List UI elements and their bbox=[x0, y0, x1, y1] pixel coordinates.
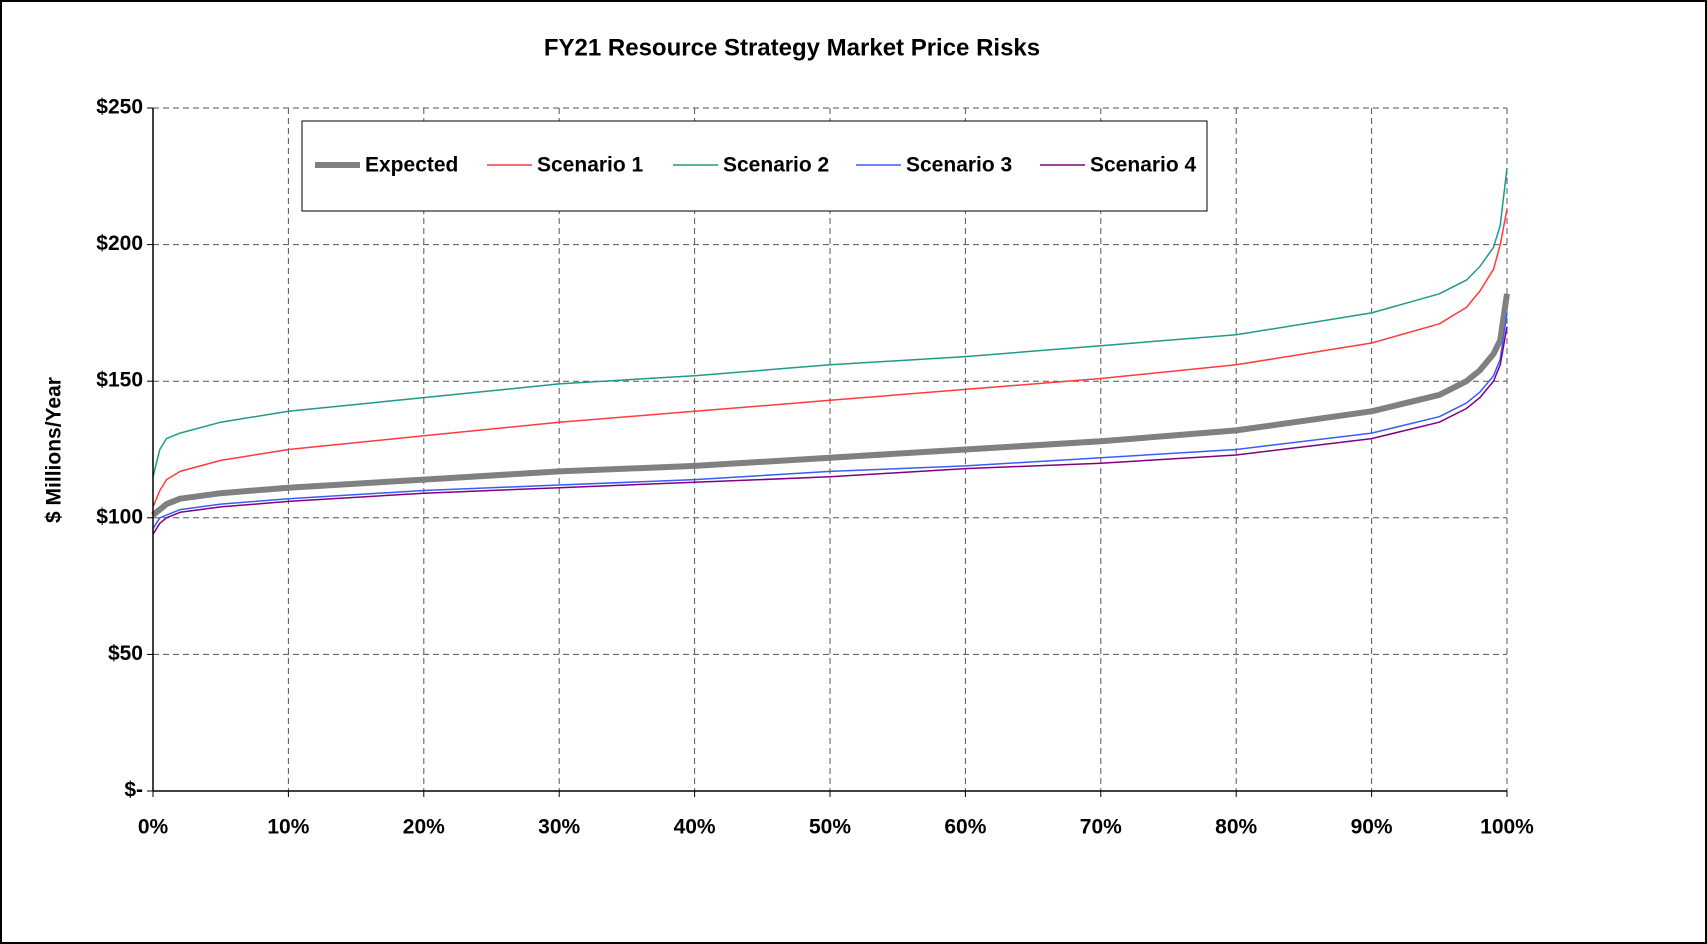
y-axis-title: $ Millions/Year bbox=[43, 377, 66, 523]
x-tick-label: 80% bbox=[1215, 816, 1257, 839]
legend-label: Scenario 4 bbox=[1090, 154, 1197, 177]
y-tick-label: $200 bbox=[96, 232, 143, 255]
x-tick-label: 70% bbox=[1080, 816, 1122, 839]
y-tick-label: $250 bbox=[96, 96, 143, 119]
series-line bbox=[151, 293, 1510, 518]
chart-title: FY21 Resource Strategy Market Price Risk… bbox=[544, 34, 1040, 61]
y-tick-label: $50 bbox=[108, 642, 143, 665]
x-tick-label: 60% bbox=[944, 816, 986, 839]
series-line bbox=[152, 312, 1508, 530]
y-tick-label: $100 bbox=[96, 505, 143, 528]
legend-entries: Expected Scenario 1 Scenario 2 Scenario 3 Sc… bbox=[315, 154, 1197, 177]
x-tick-label: 90% bbox=[1351, 816, 1393, 839]
legend-label: Scenario 1 bbox=[537, 154, 644, 177]
x-tick-label: 40% bbox=[674, 816, 716, 839]
x-tick-label: 100% bbox=[1480, 816, 1534, 839]
series-line bbox=[152, 168, 1508, 477]
legend-label: Scenario 3 bbox=[906, 154, 1012, 177]
x-tick-label: 30% bbox=[538, 816, 580, 839]
legend bbox=[301, 120, 1208, 212]
axes: $- $50 $100 $150 $200 $250 0% 10% 20% 30% 40% 50% 60… bbox=[96, 96, 1534, 839]
x-tick-label: 50% bbox=[809, 816, 851, 839]
legend-label: Scenario 2 bbox=[723, 154, 829, 177]
legend-label: Expected bbox=[365, 154, 458, 177]
x-tick-label: 0% bbox=[138, 816, 169, 839]
x-tick-label: 10% bbox=[267, 816, 309, 839]
y-tick-label: $150 bbox=[96, 369, 143, 392]
series-line bbox=[152, 326, 1508, 535]
y-tick-label: $- bbox=[124, 779, 143, 802]
series-line bbox=[152, 208, 1508, 508]
lines bbox=[151, 168, 1510, 535]
x-tick-label: 20% bbox=[403, 816, 445, 839]
